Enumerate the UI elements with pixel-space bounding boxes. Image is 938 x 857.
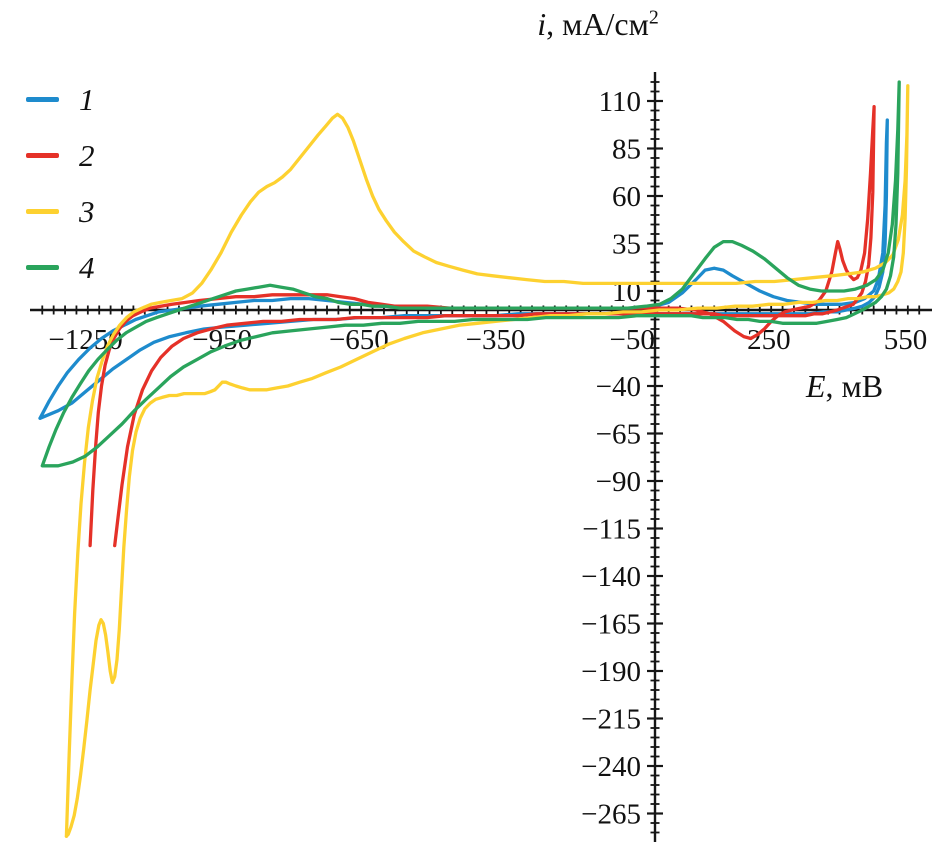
y-tick-label: −215 <box>581 704 641 736</box>
legend-item-4: 4 <box>26 248 95 286</box>
y-tick-label: −65 <box>596 419 641 451</box>
y-axis-symbol: i <box>537 6 547 42</box>
legend-swatch-2 <box>26 152 59 158</box>
curve-3 <box>64 84 910 838</box>
x-tick-label: 250 <box>747 324 791 356</box>
legend-label-1: 1 <box>79 81 95 117</box>
legend-swatch-1 <box>26 96 59 102</box>
y-tick-label: −240 <box>581 751 641 783</box>
legend-item-1: 1 <box>26 80 95 118</box>
x-axis-symbol: E <box>806 368 826 404</box>
x-axis-units: , мВ <box>825 368 884 404</box>
y-tick-label: 35 <box>612 229 641 261</box>
legend-label-3: 3 <box>79 193 95 229</box>
y-tick-label: −115 <box>582 514 641 546</box>
legend-item-3: 3 <box>26 192 95 230</box>
y-tick-label: −190 <box>581 656 641 688</box>
y-tick-label: 10 <box>612 276 641 308</box>
y-tick-label: −90 <box>596 466 641 498</box>
y-axis-title: i, мА/см2 <box>478 6 718 43</box>
y-tick-label: 60 <box>612 181 641 213</box>
x-tick-label: −350 <box>466 324 526 356</box>
x-tick-label: −50 <box>610 324 655 356</box>
curve-2 <box>88 105 876 548</box>
legend-swatch-3 <box>26 208 59 214</box>
legend-item-2: 2 <box>26 136 95 174</box>
y-tick-label: −140 <box>581 561 641 593</box>
y-tick-label: 85 <box>612 134 641 166</box>
y-axis-units: , мА/см <box>546 6 649 42</box>
y-tick-label: −265 <box>581 799 641 831</box>
curve-4 <box>40 80 901 468</box>
legend-label-4: 4 <box>79 249 95 285</box>
y-tick-label: 110 <box>599 86 641 118</box>
legend-label-2: 2 <box>79 137 95 173</box>
x-tick-label: −650 <box>329 324 389 356</box>
y-tick-label: −40 <box>596 371 641 403</box>
legend: 1 2 3 4 <box>26 80 95 304</box>
legend-swatch-4 <box>26 264 59 270</box>
x-axis-title: E, мВ <box>806 368 883 405</box>
y-axis-superscript: 2 <box>648 6 659 29</box>
x-tick-label: 550 <box>884 324 928 356</box>
y-tick-label: −165 <box>581 609 641 641</box>
